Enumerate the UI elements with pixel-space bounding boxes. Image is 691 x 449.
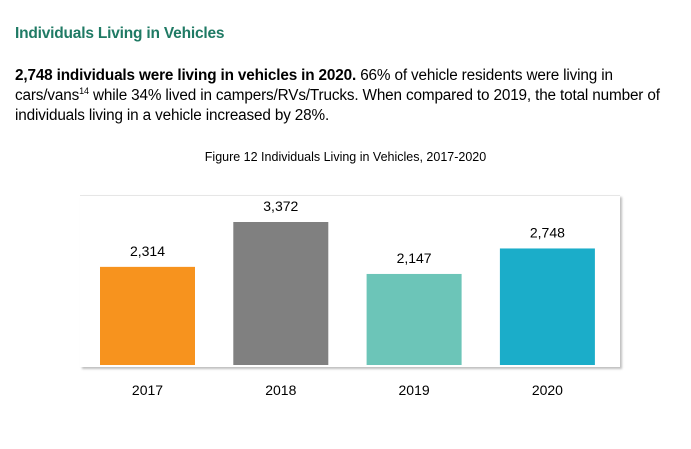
section-heading: Individuals Living in Vehicles xyxy=(15,25,225,42)
summary-lead: 2,748 individuals were living in vehicle… xyxy=(15,67,357,84)
data-label-2018: 3,372 xyxy=(263,198,298,214)
bar-2017 xyxy=(100,266,195,365)
x-tick-label-2017: 2017 xyxy=(132,382,163,398)
x-tick-label-2019: 2019 xyxy=(399,382,430,398)
summary-text-2: while 34% lived in campers/RVs/Trucks. W… xyxy=(15,87,660,124)
bar-2020 xyxy=(499,248,595,365)
x-tick-label-2020: 2020 xyxy=(532,382,563,398)
summary-paragraph: 2,748 individuals were living in vehicle… xyxy=(15,66,685,126)
figure-caption: Figure 12 Individuals Living in Vehicles… xyxy=(204,150,487,164)
data-label-2017: 2,314 xyxy=(130,243,165,259)
bar-2018 xyxy=(233,222,329,365)
bar-2019 xyxy=(366,273,462,365)
x-tick-label-2018: 2018 xyxy=(265,382,296,398)
footnote-ref[interactable]: 14 xyxy=(79,85,89,96)
data-label-2019: 2,147 xyxy=(397,250,432,266)
summary-text-1: 66% of vehicle residents were living in … xyxy=(15,67,613,104)
data-label-2020: 2,748 xyxy=(530,224,565,240)
